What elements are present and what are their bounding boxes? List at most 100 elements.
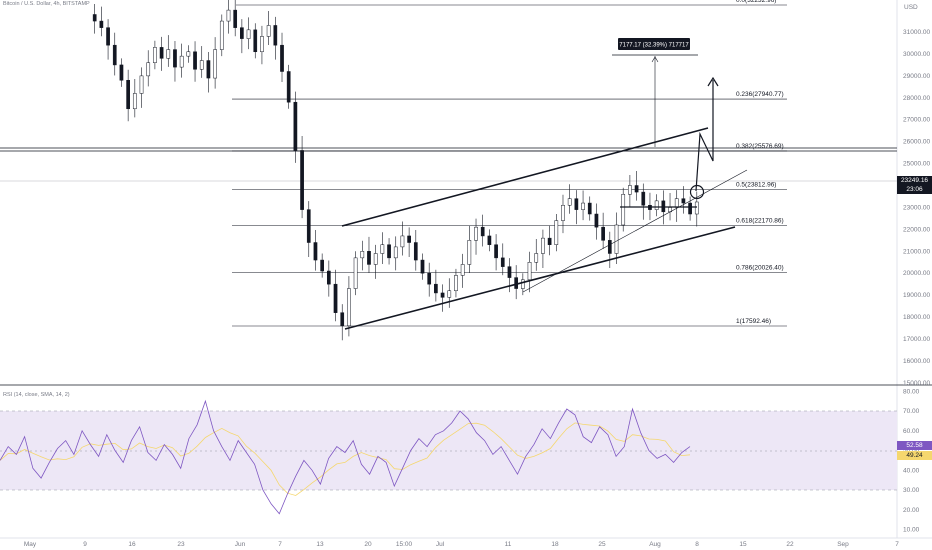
candle-body <box>413 242 418 261</box>
candle-body <box>534 253 539 263</box>
candle-body <box>487 235 492 245</box>
fib-retracement[interactable]: 0.0(32232.96) 0.236(27940.77) 0.382(25576.… <box>232 0 787 327</box>
candle-body <box>460 264 465 276</box>
candle-body <box>494 244 498 259</box>
candle-body <box>193 51 197 70</box>
candle-body <box>393 246 398 259</box>
candle-body <box>253 29 258 53</box>
price-tick-label: 30000.00 <box>903 51 930 58</box>
candle-body <box>213 49 217 79</box>
time-tick-label: 13 <box>316 541 324 548</box>
rsi-line <box>0 399 691 515</box>
channel-upper-line[interactable] <box>341 127 709 227</box>
candle-body <box>514 277 519 289</box>
rsi-tick-label: 20.00 <box>903 507 920 514</box>
projection-path[interactable] <box>695 80 714 192</box>
trend-support-line[interactable] <box>522 169 748 293</box>
channel-lower-line[interactable] <box>344 226 736 330</box>
candle-body <box>293 101 298 151</box>
candle-body <box>153 47 157 63</box>
symbol-header[interactable]: Bitcoin / U.S. Dollar, 4h, BITSTAMP <box>3 1 90 7</box>
candle-body <box>219 20 224 50</box>
candle-body <box>507 266 512 278</box>
fib-level-label: 0.618(22170.86) <box>736 218 784 225</box>
candle-body <box>206 60 211 79</box>
price-tick-label: 17000.00 <box>903 336 930 343</box>
candle-body <box>92 14 97 22</box>
rsi-tick-label: 10.00 <box>903 527 920 534</box>
time-tick-label: Sep <box>837 541 849 548</box>
candle-body <box>500 257 505 267</box>
rsi-ma-value-badge: 49.24 <box>897 451 932 460</box>
candle-body <box>326 270 331 285</box>
candle-body <box>474 226 478 241</box>
candle-body <box>139 75 144 94</box>
candle-body <box>99 20 104 28</box>
candle-body <box>360 251 365 259</box>
time-tick-label: Jun <box>235 541 246 548</box>
candle-body <box>233 9 238 28</box>
candle-body <box>587 202 592 215</box>
candle-body <box>654 200 659 210</box>
time-tick-label: 9 <box>83 541 87 548</box>
rsi-ma-line <box>0 422 691 496</box>
candle-body <box>226 9 231 22</box>
candle-body <box>266 25 271 37</box>
candle-body <box>567 198 572 206</box>
price-tick-label: 28000.00 <box>903 95 930 102</box>
candle-body <box>260 36 264 53</box>
rsi-tick-label: 60.00 <box>903 428 920 435</box>
current-price-badge: 23249.16 <box>897 176 932 185</box>
candle-body <box>166 49 171 59</box>
candle-body <box>447 290 452 298</box>
candle-body <box>554 220 559 245</box>
countdown-badge: 23:06 <box>897 185 932 194</box>
price-tick-label: 15000.00 <box>903 380 930 387</box>
candle-body <box>434 283 438 294</box>
candle-body <box>527 262 532 281</box>
rsi-tick-label: 70.00 <box>903 408 920 415</box>
candle-body <box>286 71 291 103</box>
candle-body <box>119 64 124 81</box>
time-tick-label: 8 <box>695 541 699 548</box>
candle-body <box>159 47 164 59</box>
candle-body <box>112 44 117 66</box>
candle-body <box>420 259 425 274</box>
fib-level-label: 0.5(23812.96) <box>736 182 776 189</box>
candle-body <box>280 44 284 72</box>
candle-body <box>179 55 184 68</box>
candle-body <box>688 202 692 215</box>
time-tick-label: 16 <box>128 541 136 548</box>
price-tick-label: 27000.00 <box>903 117 930 124</box>
candle-body <box>199 60 204 70</box>
candle-body <box>146 62 151 77</box>
candle-body <box>246 29 251 39</box>
candle-body <box>454 275 458 292</box>
price-tick-label: 22000.00 <box>903 226 930 233</box>
candle-body <box>400 235 405 248</box>
price-tick-label: 23000.00 <box>903 204 930 211</box>
price-tick-label: 18000.00 <box>903 314 930 321</box>
rsi-band <box>0 411 897 490</box>
candle-body <box>541 237 545 254</box>
price-axis-ticks: 31000.00 30000.00 29000.00 28000.00 27000.00… <box>903 29 930 387</box>
candle-body <box>628 185 632 195</box>
candle-body <box>407 235 411 243</box>
price-tick-label: 26000.00 <box>903 139 930 146</box>
candle-body <box>467 240 472 265</box>
bounce-circle-marker[interactable] <box>689 184 705 200</box>
candle-body <box>427 272 432 285</box>
rsi-header[interactable]: RSI (14, close, SMA, 14, 2) <box>3 392 70 398</box>
projection-arrowhead <box>707 76 719 87</box>
time-tick-label: Jul <box>436 541 445 548</box>
fib-level-label: 0.786(20026.40) <box>736 265 784 272</box>
candle-body <box>521 279 525 289</box>
candle-body <box>186 51 191 57</box>
candle-body <box>387 244 391 259</box>
time-tick-label: 23 <box>177 541 185 548</box>
candle-body <box>132 93 137 110</box>
currency-label: USD <box>904 4 918 11</box>
measure-label: 7177.17 (32.39%) 717717 <box>619 43 689 49</box>
candle-body <box>347 288 351 327</box>
